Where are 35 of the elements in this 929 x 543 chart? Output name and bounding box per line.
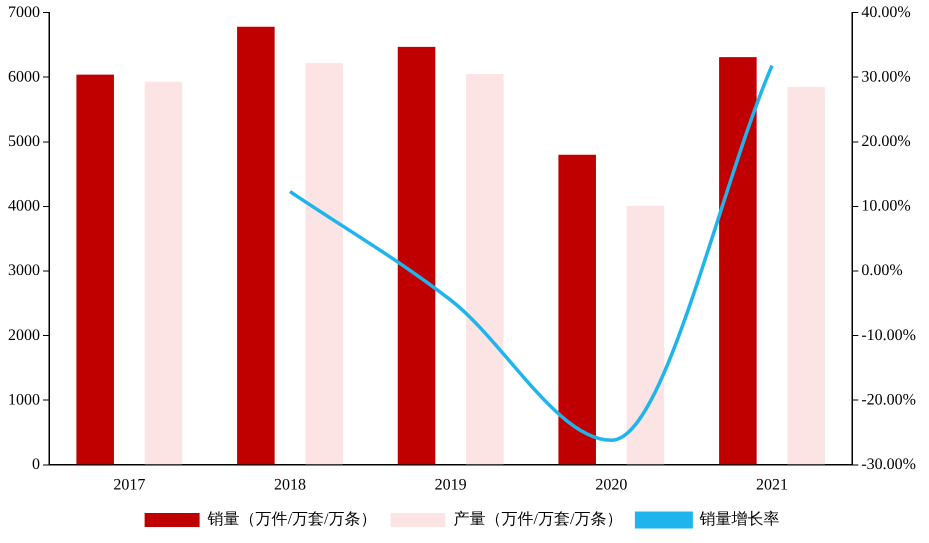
bar (787, 86, 825, 464)
bar (398, 46, 436, 464)
bar (626, 206, 664, 464)
y2-tick-label: -20.00% (861, 391, 916, 408)
x-tick-label: 2019 (434, 476, 467, 494)
bar (237, 26, 275, 464)
y2-tick-label: -10.00% (861, 326, 916, 344)
x-tick-label: 2018 (274, 476, 306, 494)
bar (719, 57, 757, 464)
y2-tick-label: 20.00% (861, 133, 911, 150)
y-tick-label: 7000 (8, 4, 40, 21)
y2-tick-label: 40.00% (861, 4, 911, 21)
x-tick-label: 2021 (756, 476, 788, 494)
y-tick-label: 3000 (8, 262, 40, 280)
line-series (288, 64, 774, 442)
y-tick-label: 6000 (8, 68, 40, 86)
y2-tick-label: 0.00% (861, 262, 903, 280)
legend-label: 销量增长率 (698, 510, 780, 528)
bar (558, 154, 596, 464)
legend-label: 产量（万件/万套/万条） (454, 510, 622, 528)
y2-tick-label: -30.00% (861, 456, 916, 474)
y-tick-label: 0 (32, 456, 40, 474)
y2-tick-label: 10.00% (861, 198, 911, 215)
y-tick-label: 1000 (8, 391, 40, 408)
x-tick-label: 2020 (595, 476, 628, 494)
y2-tick-label: 30.00% (861, 68, 911, 86)
y-tick-label: 5000 (8, 133, 40, 150)
legend-label: 销量（万件/万套/万条） (206, 511, 376, 528)
bar (466, 74, 504, 464)
y-tick-label: 4000 (8, 198, 40, 215)
y-tick-label: 2000 (8, 326, 40, 344)
x-tick-label: 2017 (113, 476, 146, 494)
bar (305, 62, 343, 464)
bar (76, 74, 114, 464)
bar (144, 82, 182, 464)
